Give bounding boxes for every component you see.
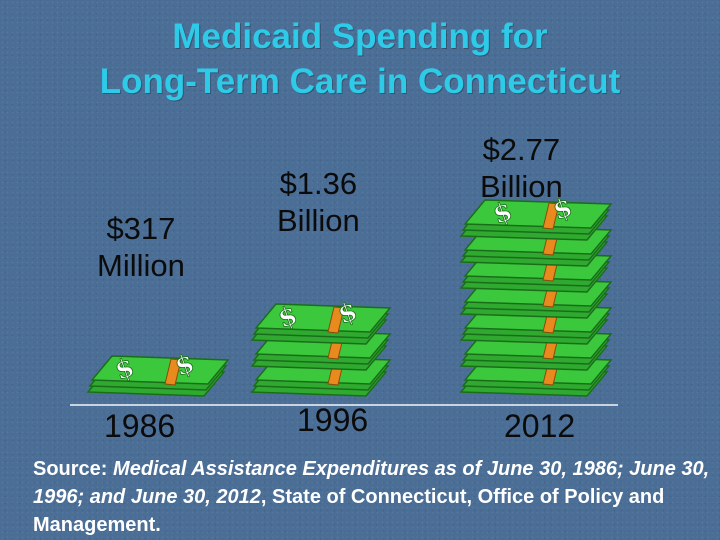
chart-title: Medicaid Spending for Long-Term Care in … — [0, 14, 720, 104]
title-line-2: Long-Term Care in Connecticut — [99, 62, 621, 101]
source-note: Source: Medical Assistance Expenditures … — [33, 455, 713, 539]
data-label-2012-unit: Billion — [480, 169, 563, 204]
data-label-1996: $1.36 Billion — [277, 165, 360, 239]
x-tick-1986: 1986 — [104, 408, 176, 444]
data-label-1986-unit: Million — [97, 248, 185, 283]
bar-2012: $ $ — [459, 192, 613, 397]
source-prefix: Source: — [33, 458, 114, 480]
data-label-2012: $2.77 Billion — [480, 131, 563, 205]
data-label-1986-amount: $317 — [106, 211, 176, 246]
x-tick-1996: 1996 — [297, 402, 369, 438]
source-italic: Medical Assistance Expenditures as of Ju… — [33, 458, 710, 508]
source-suffix: , State of Connecticut, Office of Policy… — [33, 486, 665, 536]
bar-1986: $ $ — [86, 348, 230, 397]
data-label-2012-amount: $2.77 — [482, 132, 561, 167]
x-tick-2012: 2012 — [504, 408, 576, 444]
data-label-1996-amount: $1.36 — [279, 166, 358, 201]
baseline — [70, 404, 618, 406]
title-line-1: Medicaid Spending for — [172, 17, 548, 56]
data-label-1986: $317 Million — [97, 210, 185, 284]
bar-1996: $ $ — [250, 296, 392, 397]
data-label-1996-unit: Billion — [277, 203, 360, 238]
